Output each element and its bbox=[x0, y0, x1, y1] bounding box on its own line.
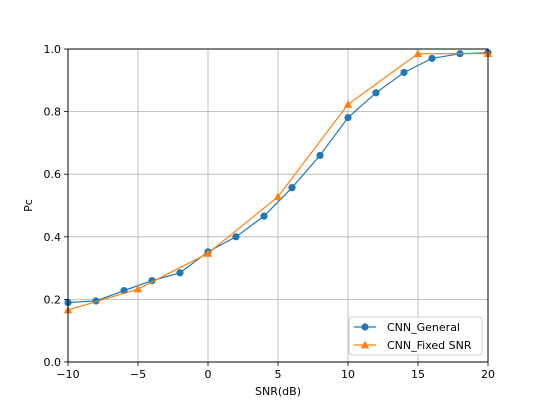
legend-entries: CNN_General CNN_Fixed SNR bbox=[354, 321, 472, 352]
data-point bbox=[176, 269, 184, 277]
x-tick-label: 5 bbox=[275, 368, 282, 381]
legend-marker bbox=[360, 340, 370, 349]
data-point bbox=[400, 68, 408, 77]
legend-label: CNN_Fixed SNR bbox=[387, 339, 472, 352]
x-axis-label: SNR(dB) bbox=[255, 385, 301, 398]
data-point bbox=[413, 49, 423, 58]
ticks: −10 −5 0 5 10 15 20 0.0 0.2 0.4 0.6 0.8 1.0 bbox=[44, 43, 496, 381]
data-point bbox=[133, 284, 143, 293]
data-point bbox=[343, 100, 353, 108]
legend-label: CNN_General bbox=[387, 321, 460, 334]
y-tick-label: 0.0 bbox=[44, 356, 62, 369]
y-tick-label: 0.4 bbox=[44, 231, 62, 244]
x-tick-label: 0 bbox=[205, 368, 212, 381]
y-tick-label: 0.8 bbox=[44, 106, 62, 119]
data-point bbox=[203, 249, 213, 257]
data-point bbox=[316, 151, 324, 160]
data-point bbox=[260, 212, 268, 220]
y-tick-label: 0.6 bbox=[44, 168, 62, 181]
data-point bbox=[232, 233, 240, 241]
x-tick-label: −10 bbox=[56, 368, 79, 381]
data-point bbox=[428, 54, 436, 62]
legend-box bbox=[348, 316, 483, 356]
data-point bbox=[372, 89, 380, 97]
data-point bbox=[288, 184, 296, 192]
data-point bbox=[273, 192, 283, 201]
y-tick-label: 0.2 bbox=[44, 293, 62, 306]
grid bbox=[67, 48, 489, 363]
series-layer bbox=[63, 49, 493, 314]
y-axis-label: Pc bbox=[22, 199, 35, 212]
x-tick-label: 20 bbox=[481, 368, 495, 381]
data-point bbox=[344, 113, 352, 122]
y-tick-label: 1.0 bbox=[44, 43, 62, 56]
legend-entry: CNN_Fixed SNR bbox=[354, 339, 472, 352]
legend-marker bbox=[361, 323, 369, 331]
series-2 bbox=[63, 49, 493, 314]
legend: CNN_General CNN_Fixed SNR bbox=[348, 316, 483, 356]
x-tick-label: −5 bbox=[130, 368, 146, 381]
x-tick-label: 10 bbox=[341, 368, 355, 381]
legend-entry: CNN_General bbox=[354, 321, 460, 334]
x-tick-label: 15 bbox=[411, 368, 425, 381]
